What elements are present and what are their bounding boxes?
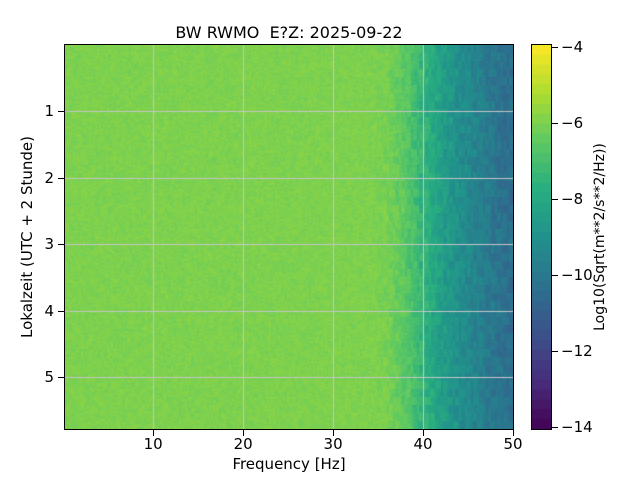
- y-tick-mark: [58, 244, 64, 246]
- colorbar-tick-label: −6: [561, 113, 584, 132]
- x-tick-label: 50: [503, 435, 523, 453]
- colorbar-tick-label: −12: [561, 342, 593, 361]
- y-tick-mark: [58, 377, 64, 379]
- colorbar-tick-mark: [552, 198, 558, 200]
- colorbar: [531, 44, 552, 430]
- colorbar-label: Log10(Sqrt(m**2/s**2/Hz)): [592, 143, 608, 331]
- spectrogram-heatmap: [65, 45, 513, 429]
- plot-area: [64, 44, 514, 430]
- y-tick-mark: [58, 177, 64, 179]
- x-tick-label: 40: [413, 435, 433, 453]
- colorbar-tick-mark: [552, 427, 558, 429]
- x-axis-label: Frequency [Hz]: [232, 455, 346, 473]
- y-tick-label: 3: [44, 235, 54, 254]
- colorbar-tick-mark: [552, 46, 558, 48]
- y-tick-label: 1: [44, 102, 54, 121]
- colorbar-tick-mark: [552, 122, 558, 124]
- y-tick-label: 4: [44, 301, 54, 320]
- x-tick-mark: [152, 430, 154, 436]
- x-tick-label: 10: [143, 435, 163, 453]
- y-tick-label: 2: [44, 168, 54, 187]
- plot-title: BW RWMO E?Z: 2025-09-22: [175, 23, 403, 42]
- colorbar-gradient: [532, 45, 551, 429]
- y-tick-mark: [58, 111, 64, 113]
- x-tick-label: 30: [323, 435, 343, 453]
- colorbar-tick-mark: [552, 275, 558, 277]
- x-tick-mark: [332, 430, 334, 436]
- colorbar-tick-label: −8: [561, 189, 584, 208]
- colorbar-tick-label: −10: [561, 266, 593, 285]
- colorbar-tick-label: −14: [561, 418, 593, 437]
- y-tick-mark: [58, 310, 64, 312]
- x-tick-mark: [242, 430, 244, 436]
- x-tick-mark: [512, 430, 514, 436]
- colorbar-tick-label: −4: [561, 37, 584, 56]
- x-tick-mark: [422, 430, 424, 436]
- y-tick-label: 5: [44, 368, 54, 387]
- x-tick-label: 20: [233, 435, 253, 453]
- colorbar-tick-mark: [552, 351, 558, 353]
